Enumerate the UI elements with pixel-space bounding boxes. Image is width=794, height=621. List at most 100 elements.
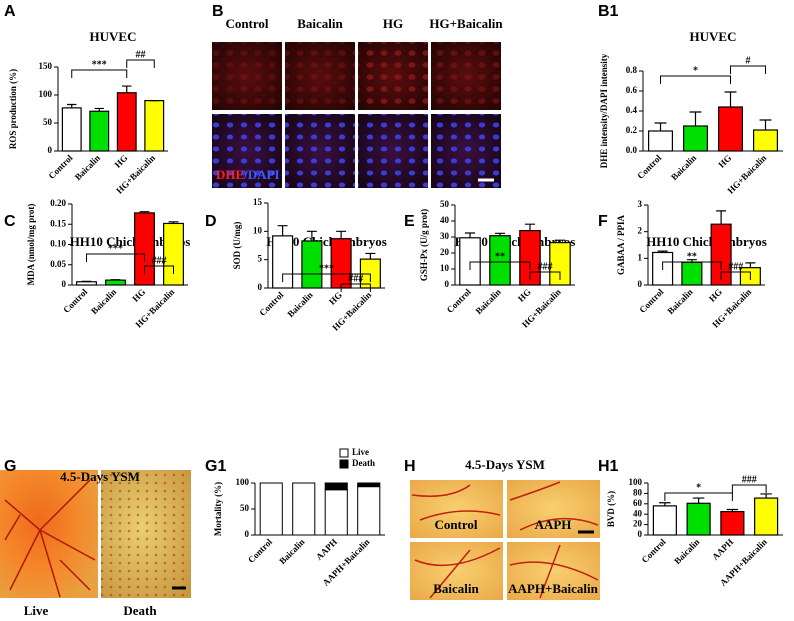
chart-title: HH10 Chick embryos: [455, 234, 576, 249]
y-tick-label: 0.0: [626, 145, 638, 155]
y-tick-label: 50: [43, 117, 53, 127]
legend-label: Death: [352, 458, 375, 468]
bar: [459, 237, 481, 286]
error-bar: [67, 103, 77, 108]
panel-letter: D: [205, 213, 217, 230]
image-label: Control: [434, 517, 477, 532]
image-g: [0, 470, 191, 598]
y-tick-label: 1: [638, 252, 643, 262]
y-tick-label: 0.05: [50, 259, 66, 269]
error-bar: [716, 210, 727, 225]
x-tick-label: HG: [113, 153, 130, 170]
bar-segment: [357, 482, 381, 488]
bar-segment: [259, 482, 283, 536]
error-bar: [689, 111, 702, 126]
error-bar: [139, 211, 150, 213]
significance-label: ###: [348, 273, 363, 284]
x-tick-label: Control: [635, 152, 664, 181]
y-tick-label: 20: [633, 519, 643, 529]
bar-segment: [324, 489, 348, 536]
significance-label: ***: [108, 243, 123, 254]
error-bar: [365, 252, 376, 260]
x-tick-label: Baicalin: [669, 153, 698, 182]
stain-dapi: /DAPI: [243, 167, 279, 182]
error-bar: [692, 497, 705, 504]
y-axis-label: SOD (U/mg): [232, 222, 242, 270]
bar: [144, 99, 165, 152]
x-tick-label: Baicalin: [672, 537, 701, 566]
significance-label: **: [687, 251, 697, 262]
chart-title: HUVEC: [90, 29, 137, 44]
y-axis-label: GABAA / PPIA: [616, 215, 626, 276]
significance-label: ###: [152, 255, 167, 266]
significance-label: ***: [319, 263, 334, 274]
y-tick-label: 100: [629, 477, 643, 487]
error-bar: [277, 225, 288, 236]
x-tick-label: Baicalin: [665, 287, 694, 316]
bar: [686, 502, 711, 536]
significance-bracket: [662, 261, 722, 270]
error-bar: [464, 232, 476, 238]
significance-bracket: [529, 271, 561, 280]
bar-segment: [324, 482, 348, 491]
image-label: AAPH+Baicalin: [508, 581, 599, 596]
error-bar: [168, 221, 179, 224]
error-bar: [554, 239, 566, 243]
y-axis-label: DHE intensity/DAPI intensity: [599, 53, 609, 168]
image-label: Death: [123, 603, 157, 618]
x-tick-label: Control: [257, 289, 286, 318]
x-tick-label: Control: [61, 286, 90, 315]
image-grid-b: [212, 42, 501, 188]
error-bar: [306, 230, 317, 241]
panel-letter: B1: [598, 3, 619, 20]
x-tick-label: Control: [640, 536, 669, 565]
y-tick-label: 100: [39, 89, 53, 99]
bar: [134, 212, 155, 286]
bar: [681, 261, 703, 286]
y-tick-label: 3: [638, 199, 643, 209]
bar: [163, 222, 184, 286]
y-tick-label: 0: [638, 529, 643, 539]
y-tick-label: 15: [253, 197, 263, 207]
x-tick-label: AAPH: [710, 537, 735, 562]
bar: [652, 505, 677, 536]
significance-bracket: [86, 253, 145, 262]
error-bar: [336, 230, 347, 239]
bar: [717, 106, 743, 152]
x-tick-label: Control: [46, 152, 75, 181]
x-tick-label: HG: [130, 287, 147, 304]
panel-letter: B: [212, 3, 224, 20]
x-tick-label: AAPH: [314, 537, 339, 562]
column-label: HG+Baicalin: [429, 16, 503, 31]
significance-label: ###: [728, 261, 743, 272]
significance-label: ###: [742, 474, 757, 485]
bar-segment: [292, 482, 316, 536]
error-bar: [657, 250, 668, 253]
significance-bracket: [282, 273, 371, 282]
significance-bracket: [144, 265, 174, 274]
x-tick-label: Control: [637, 286, 666, 315]
error-bar: [494, 232, 506, 236]
x-tick-label: Control: [445, 286, 474, 315]
significance-label: ***: [92, 59, 107, 70]
column-label: Baicalin: [297, 16, 343, 31]
bar: [105, 279, 126, 286]
significance-label: ###: [538, 261, 553, 272]
significance-bracket: [731, 484, 767, 493]
y-tick-label: 10: [440, 263, 450, 273]
error-bar: [122, 85, 132, 93]
error-bar: [524, 223, 536, 231]
y-tick-label: 0.8: [626, 65, 638, 75]
column-label: Control: [225, 16, 268, 31]
y-tick-label: 0: [62, 279, 67, 289]
image-title: 4.5-Days YSM: [465, 457, 545, 472]
image-label: AAPH: [535, 517, 572, 532]
panel-letter: G1: [205, 458, 226, 475]
significance-label: #: [746, 55, 751, 66]
x-tick-label: HG: [707, 287, 724, 304]
y-tick-label: 10: [253, 225, 263, 235]
y-tick-label: 0: [445, 279, 450, 289]
y-axis-label: GSH-Px (U/g prot): [419, 209, 429, 281]
significance-label: *: [693, 65, 698, 76]
significance-bracket: [340, 283, 371, 292]
